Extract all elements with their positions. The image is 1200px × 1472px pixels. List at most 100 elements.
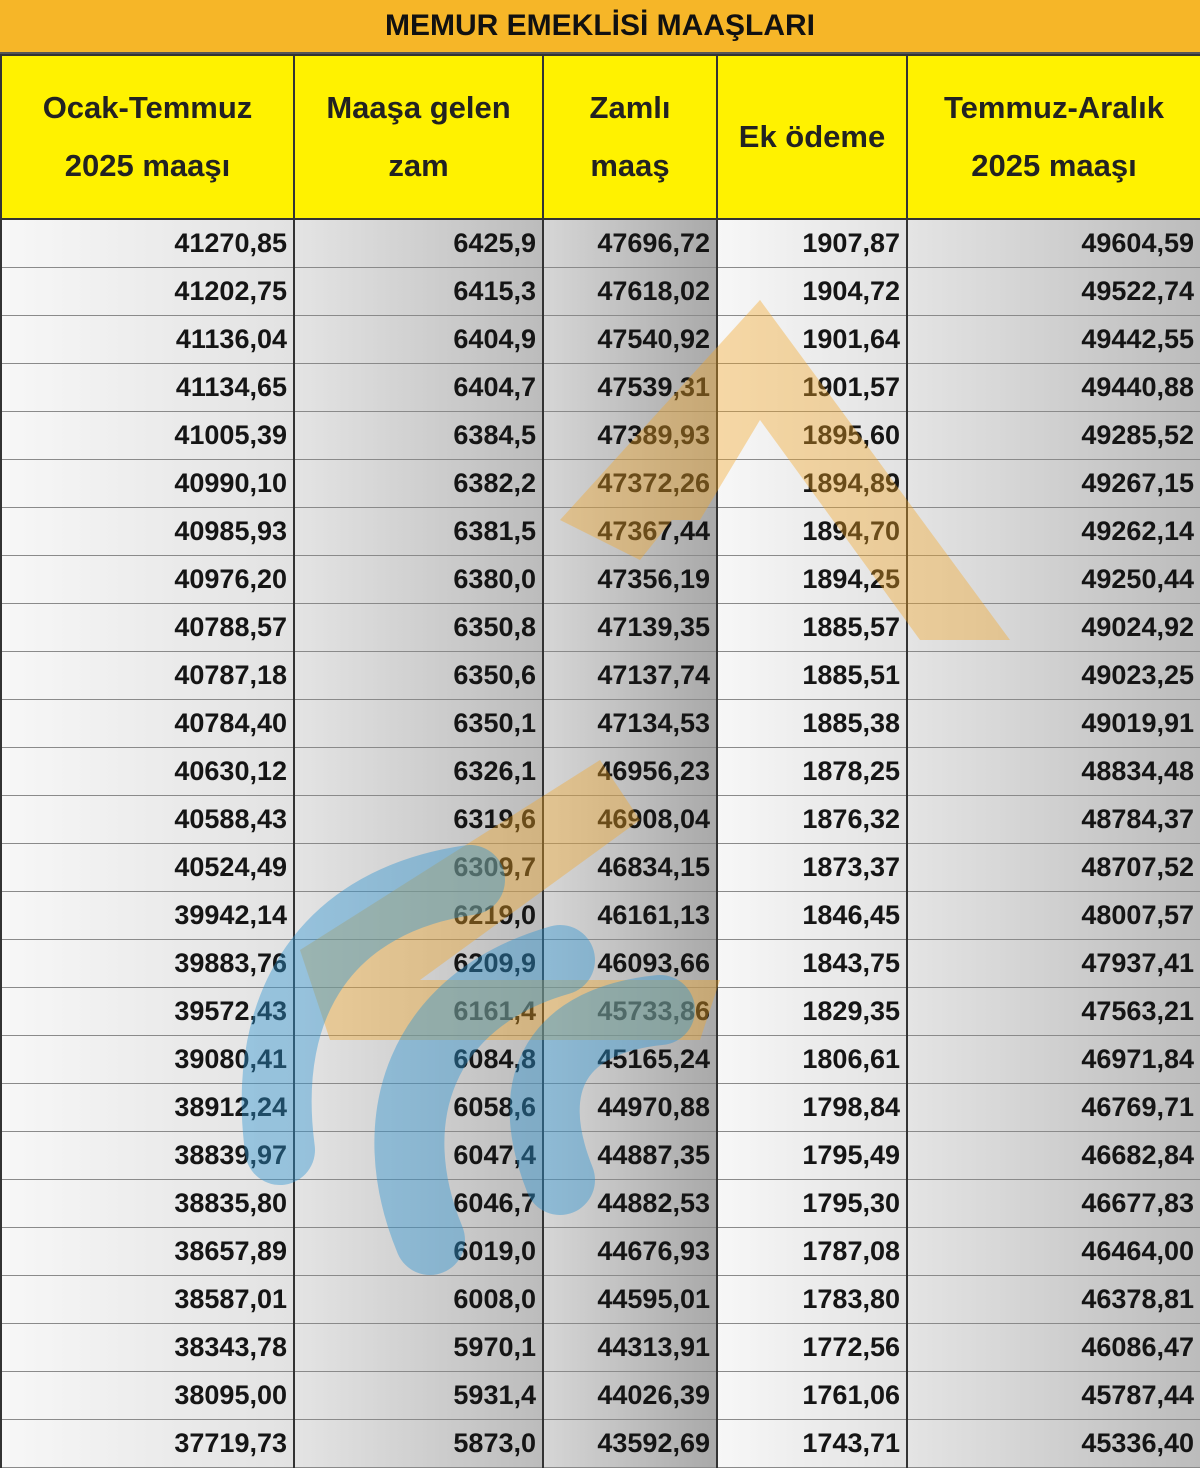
cell-ocak-temmuz-maasi: 41202,75 [0, 266, 295, 316]
cell-temmuz-aralik-maasi: 49440,88 [906, 362, 1200, 412]
table-row: 39080,41 6084,8 45165,24 1806,61 46971,84 [0, 1034, 1200, 1084]
cell-ocak-temmuz-maasi: 41134,65 [0, 362, 295, 412]
cell-ocak-temmuz-maasi: 40588,43 [0, 794, 295, 844]
cell-ek-odeme: 1885,51 [716, 650, 908, 700]
cell-maasa-gelen-zam: 6404,7 [293, 362, 544, 412]
table-row: 40630,12 6326,1 46956,23 1878,25 48834,48 [0, 746, 1200, 796]
cell-ek-odeme: 1907,87 [716, 218, 908, 268]
cell-ek-odeme: 1901,57 [716, 362, 908, 412]
cell-ek-odeme: 1846,45 [716, 890, 908, 940]
cell-zamli-maas: 47618,02 [542, 266, 718, 316]
cell-ek-odeme: 1761,06 [716, 1370, 908, 1420]
table-row: 40588,43 6319,6 46908,04 1876,32 48784,37 [0, 794, 1200, 844]
cell-ek-odeme: 1885,38 [716, 698, 908, 748]
cell-temmuz-aralik-maasi: 45787,44 [906, 1370, 1200, 1420]
cell-maasa-gelen-zam: 6350,1 [293, 698, 544, 748]
cell-temmuz-aralik-maasi: 48007,57 [906, 890, 1200, 940]
cell-zamli-maas: 46161,13 [542, 890, 718, 940]
cell-temmuz-aralik-maasi: 47563,21 [906, 986, 1200, 1036]
cell-zamli-maas: 47540,92 [542, 314, 718, 364]
cell-ocak-temmuz-maasi: 39942,14 [0, 890, 295, 940]
cell-ek-odeme: 1795,49 [716, 1130, 908, 1180]
cell-zamli-maas: 46956,23 [542, 746, 718, 796]
cell-temmuz-aralik-maasi: 46682,84 [906, 1130, 1200, 1180]
table-row: 40985,93 6381,5 47367,44 1894,70 49262,14 [0, 506, 1200, 556]
cell-ek-odeme: 1894,89 [716, 458, 908, 508]
cell-temmuz-aralik-maasi: 49604,59 [906, 218, 1200, 268]
table-row: 41005,39 6384,5 47389,93 1895,60 49285,52 [0, 410, 1200, 460]
cell-temmuz-aralik-maasi: 48707,52 [906, 842, 1200, 892]
table-row: 38095,00 5931,4 44026,39 1761,06 45787,44 [0, 1370, 1200, 1420]
cell-ocak-temmuz-maasi: 41136,04 [0, 314, 295, 364]
cell-ocak-temmuz-maasi: 38095,00 [0, 1370, 295, 1420]
cell-ek-odeme: 1829,35 [716, 986, 908, 1036]
cell-maasa-gelen-zam: 6381,5 [293, 506, 544, 556]
cell-temmuz-aralik-maasi: 46971,84 [906, 1034, 1200, 1084]
table-row: 39883,76 6209,9 46093,66 1843,75 47937,41 [0, 938, 1200, 988]
cell-maasa-gelen-zam: 6326,1 [293, 746, 544, 796]
cell-maasa-gelen-zam: 6415,3 [293, 266, 544, 316]
cell-temmuz-aralik-maasi: 49267,15 [906, 458, 1200, 508]
cell-temmuz-aralik-maasi: 46769,71 [906, 1082, 1200, 1132]
table-row: 41134,65 6404,7 47539,31 1901,57 49440,88 [0, 362, 1200, 412]
cell-ek-odeme: 1772,56 [716, 1322, 908, 1372]
cell-maasa-gelen-zam: 6058,6 [293, 1082, 544, 1132]
table-row: 38343,78 5970,1 44313,91 1772,56 46086,47 [0, 1322, 1200, 1372]
table-row: 37719,73 5873,0 43592,69 1743,71 45336,40 [0, 1418, 1200, 1468]
cell-temmuz-aralik-maasi: 49024,92 [906, 602, 1200, 652]
cell-ek-odeme: 1843,75 [716, 938, 908, 988]
cell-ek-odeme: 1904,72 [716, 266, 908, 316]
cell-ek-odeme: 1798,84 [716, 1082, 908, 1132]
cell-temmuz-aralik-maasi: 46086,47 [906, 1322, 1200, 1372]
cell-maasa-gelen-zam: 6161,4 [293, 986, 544, 1036]
cell-temmuz-aralik-maasi: 49023,25 [906, 650, 1200, 700]
cell-temmuz-aralik-maasi: 49262,14 [906, 506, 1200, 556]
cell-temmuz-aralik-maasi: 45336,40 [906, 1418, 1200, 1468]
table-row: 40784,40 6350,1 47134,53 1885,38 49019,91 [0, 698, 1200, 748]
cell-maasa-gelen-zam: 5931,4 [293, 1370, 544, 1420]
header-temmuz-aralik-maasi: Temmuz-Aralık 2025 maaşı [906, 54, 1200, 220]
cell-ek-odeme: 1894,25 [716, 554, 908, 604]
cell-temmuz-aralik-maasi: 46464,00 [906, 1226, 1200, 1276]
table-body: 41270,85 6425,9 47696,72 1907,87 49604,59 412… [0, 218, 1200, 1468]
cell-ocak-temmuz-maasi: 38835,80 [0, 1178, 295, 1228]
cell-temmuz-aralik-maasi: 49442,55 [906, 314, 1200, 364]
cell-zamli-maas: 44676,93 [542, 1226, 718, 1276]
cell-zamli-maas: 47372,26 [542, 458, 718, 508]
table-row: 38839,97 6047,4 44887,35 1795,49 46682,84 [0, 1130, 1200, 1180]
cell-maasa-gelen-zam: 6309,7 [293, 842, 544, 892]
cell-ocak-temmuz-maasi: 38839,97 [0, 1130, 295, 1180]
cell-zamli-maas: 43592,69 [542, 1418, 718, 1468]
table-row: 39942,14 6219,0 46161,13 1846,45 48007,57 [0, 890, 1200, 940]
cell-ocak-temmuz-maasi: 40524,49 [0, 842, 295, 892]
cell-ocak-temmuz-maasi: 40990,10 [0, 458, 295, 508]
table-row: 38912,24 6058,6 44970,88 1798,84 46769,71 [0, 1082, 1200, 1132]
cell-ek-odeme: 1878,25 [716, 746, 908, 796]
cell-ocak-temmuz-maasi: 39080,41 [0, 1034, 295, 1084]
cell-temmuz-aralik-maasi: 49019,91 [906, 698, 1200, 748]
cell-ek-odeme: 1895,60 [716, 410, 908, 460]
cell-zamli-maas: 47367,44 [542, 506, 718, 556]
cell-zamli-maas: 47134,53 [542, 698, 718, 748]
cell-maasa-gelen-zam: 6350,6 [293, 650, 544, 700]
cell-ek-odeme: 1894,70 [716, 506, 908, 556]
cell-zamli-maas: 45165,24 [542, 1034, 718, 1084]
table-title: MEMUR EMEKLİSİ MAAŞLARI [0, 0, 1200, 54]
cell-zamli-maas: 44313,91 [542, 1322, 718, 1372]
table-row: 40787,18 6350,6 47137,74 1885,51 49023,25 [0, 650, 1200, 700]
cell-ek-odeme: 1901,64 [716, 314, 908, 364]
cell-zamli-maas: 47696,72 [542, 218, 718, 268]
header-ek-odeme: Ek ödeme [716, 54, 908, 220]
header-zamli-maas: Zamlı maaş [542, 54, 718, 220]
cell-ocak-temmuz-maasi: 39883,76 [0, 938, 295, 988]
cell-ocak-temmuz-maasi: 40784,40 [0, 698, 295, 748]
cell-ek-odeme: 1806,61 [716, 1034, 908, 1084]
cell-temmuz-aralik-maasi: 49522,74 [906, 266, 1200, 316]
table-row: 40788,57 6350,8 47139,35 1885,57 49024,92 [0, 602, 1200, 652]
cell-zamli-maas: 47356,19 [542, 554, 718, 604]
cell-zamli-maas: 47137,74 [542, 650, 718, 700]
cell-ocak-temmuz-maasi: 37719,73 [0, 1418, 295, 1468]
cell-temmuz-aralik-maasi: 48834,48 [906, 746, 1200, 796]
cell-ocak-temmuz-maasi: 41270,85 [0, 218, 295, 268]
cell-maasa-gelen-zam: 5873,0 [293, 1418, 544, 1468]
